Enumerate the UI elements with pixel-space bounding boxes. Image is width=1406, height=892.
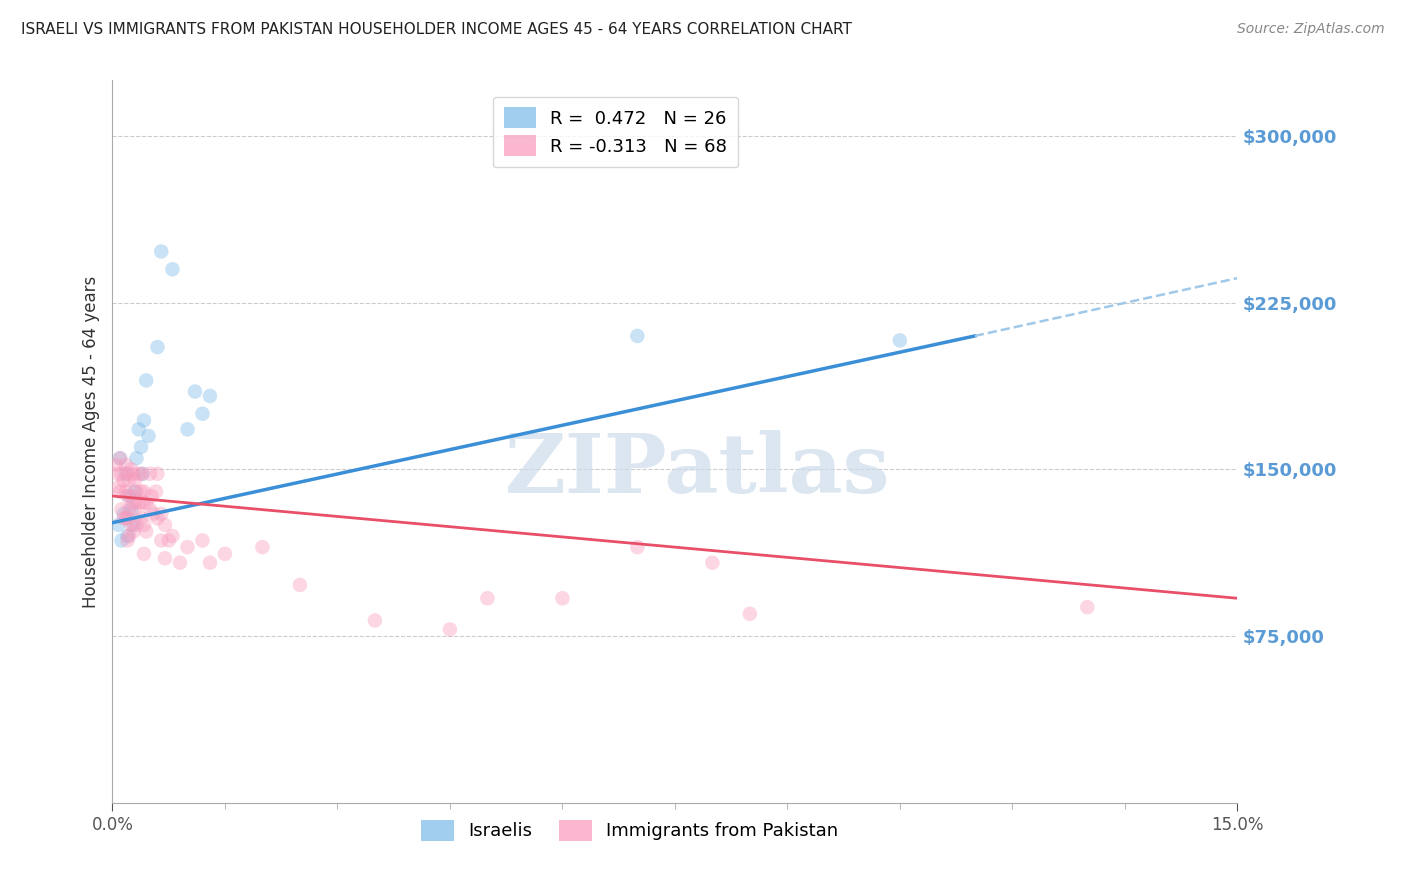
Point — [131, 467, 153, 481]
Point — [118, 529, 141, 543]
Point — [128, 422, 150, 436]
Point — [124, 484, 146, 499]
Point — [122, 517, 145, 532]
Point — [115, 484, 138, 499]
Text: ZIPatlas: ZIPatlas — [505, 431, 890, 510]
Point — [150, 533, 173, 548]
Point — [169, 556, 191, 570]
Point — [118, 489, 141, 503]
Point — [125, 484, 148, 499]
Point — [110, 467, 132, 481]
Point — [288, 578, 311, 592]
Point — [112, 474, 135, 488]
Point — [129, 511, 152, 525]
Point — [112, 511, 135, 525]
Point — [118, 474, 141, 488]
Point — [176, 422, 198, 436]
Point — [132, 484, 155, 499]
Point — [146, 340, 169, 354]
Point — [115, 467, 138, 481]
Point — [153, 551, 176, 566]
Point — [112, 507, 135, 521]
Point — [122, 467, 145, 481]
Point — [198, 389, 221, 403]
Point — [135, 524, 157, 539]
Point — [153, 517, 176, 532]
Point — [128, 467, 150, 481]
Point — [146, 467, 169, 481]
Text: ISRAELI VS IMMIGRANTS FROM PAKISTAN HOUSEHOLDER INCOME AGES 45 - 64 YEARS CORREL: ISRAELI VS IMMIGRANTS FROM PAKISTAN HOUS… — [21, 22, 852, 37]
Point — [117, 489, 139, 503]
Point — [122, 524, 145, 539]
Point — [176, 540, 198, 554]
Point — [122, 496, 145, 510]
Point — [108, 451, 131, 466]
Point — [198, 556, 221, 570]
Point — [125, 451, 148, 466]
Point — [702, 556, 724, 570]
Point — [214, 547, 236, 561]
Point — [439, 623, 461, 637]
Point — [110, 502, 132, 516]
Point — [117, 511, 139, 525]
Point — [135, 496, 157, 510]
Point — [107, 517, 129, 532]
Point — [1076, 600, 1098, 615]
Point — [138, 429, 160, 443]
Point — [115, 511, 138, 525]
Point — [105, 458, 128, 472]
Point — [142, 507, 165, 521]
Point — [125, 517, 148, 532]
Point — [150, 507, 173, 521]
Point — [120, 462, 142, 476]
Point — [150, 244, 173, 259]
Point — [128, 496, 150, 510]
Point — [107, 467, 129, 481]
Point — [364, 614, 387, 628]
Point — [252, 540, 274, 554]
Point — [132, 413, 155, 427]
Point — [117, 529, 139, 543]
Point — [162, 262, 184, 277]
Point — [120, 489, 142, 503]
Point — [108, 484, 131, 499]
Point — [117, 467, 139, 481]
Point — [118, 502, 141, 516]
Point — [191, 407, 214, 421]
Point — [477, 591, 499, 606]
Point — [184, 384, 207, 399]
Point — [131, 496, 153, 510]
Point — [139, 502, 162, 516]
Point — [551, 591, 574, 606]
Point — [107, 480, 129, 494]
Point — [132, 517, 155, 532]
Point — [626, 329, 648, 343]
Point — [120, 502, 142, 516]
Point — [626, 540, 648, 554]
Point — [129, 440, 152, 454]
Point — [145, 484, 167, 499]
Legend: Israelis, Immigrants from Pakistan: Israelis, Immigrants from Pakistan — [415, 813, 845, 848]
Point — [162, 529, 184, 543]
Point — [120, 517, 142, 532]
Point — [889, 334, 911, 348]
Text: Source: ZipAtlas.com: Source: ZipAtlas.com — [1237, 22, 1385, 37]
Point — [131, 467, 153, 481]
Point — [117, 533, 139, 548]
Point — [141, 489, 163, 503]
Point — [124, 474, 146, 488]
Point — [115, 458, 138, 472]
Point — [738, 607, 761, 621]
Point — [129, 484, 152, 499]
Point — [124, 502, 146, 516]
Point — [132, 547, 155, 561]
Point — [139, 467, 162, 481]
Y-axis label: Householder Income Ages 45 - 64 years: Householder Income Ages 45 - 64 years — [82, 276, 100, 607]
Point — [157, 533, 180, 548]
Point — [110, 533, 132, 548]
Point — [135, 373, 157, 387]
Point — [146, 511, 169, 525]
Point — [191, 533, 214, 548]
Point — [108, 451, 131, 466]
